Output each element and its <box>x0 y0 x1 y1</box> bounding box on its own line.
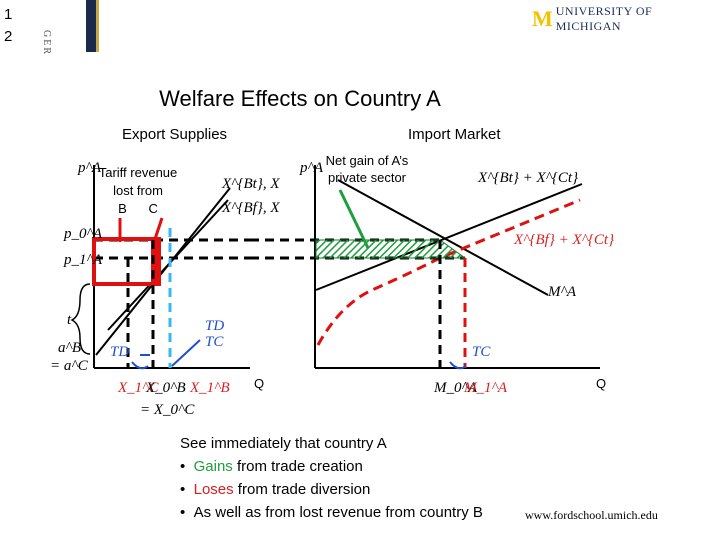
import-curve-xbt-xct <box>315 183 583 291</box>
td-right-label: TD <box>205 318 225 334</box>
tariff-brace <box>70 283 91 355</box>
price-label-p1: p_1^A <box>64 252 102 268</box>
tc-label: TC <box>472 344 491 360</box>
curve-label-ma: M^A <box>548 284 576 300</box>
x-tick-x1b: X_1^B <box>190 380 230 396</box>
import-demand-ma <box>337 179 549 296</box>
summary-intro: See immediately that country A <box>180 435 387 452</box>
curve-label-xbt: X^{Bt}, X <box>222 176 280 192</box>
net-gain-callout: Net gain of A’s private sector <box>312 152 422 186</box>
side-bar-accent <box>96 0 99 52</box>
ab-label: a^B <box>58 340 81 356</box>
td-smile <box>131 361 149 370</box>
x-tick-m0: M_0^A <box>434 380 477 396</box>
curve-label-xbt-xct: X^{Bt} + X^{Ct} <box>478 170 579 186</box>
bullet-revenue: • As well as from lost revenue from coun… <box>180 501 483 524</box>
net-gain-callout-line2: private sector <box>327 170 407 185</box>
revenue-box-b <box>92 237 159 286</box>
callout-pointer-c <box>152 217 164 243</box>
import-panel-graph <box>250 165 600 370</box>
curve-label-xbf-xct: X^{Bf} + X^{Ct} <box>514 232 615 248</box>
bullet-dot: • <box>180 458 186 475</box>
curve-label-xbf: X^{Bf}, X <box>222 200 280 216</box>
net-gain-callout-line1: Net gain of A’s <box>325 153 409 168</box>
export-y-axis-label: p^A <box>78 160 101 176</box>
import-y-axis-label: p^A <box>300 160 323 176</box>
bullet-gains-em: Gains <box>193 458 233 475</box>
logo-mark: M <box>532 6 553 31</box>
slide-title: Welfare Effects on Country A <box>159 86 441 111</box>
x-tick-x1c: X_1^C <box>118 380 159 396</box>
slide-number: 1 2 <box>4 6 13 45</box>
export-panel-label: Export Supplies <box>122 126 228 143</box>
price-label-p0: p_0^A <box>64 226 102 242</box>
export-curve-xbf <box>107 199 229 331</box>
td-right-arrow <box>171 339 201 367</box>
ac-label: = a^C <box>50 358 88 374</box>
net-gain-pointer <box>338 189 370 249</box>
bullet-losses-em: Loses <box>193 481 234 498</box>
side-bar <box>86 0 96 52</box>
tariff-callout-line1: Tariff revenue <box>98 165 178 180</box>
export-x-axis-label: Q <box>254 376 265 391</box>
tariff-t-label: t <box>67 312 72 328</box>
import-curve-xbf-xct <box>316 198 581 346</box>
bullet-revenue-text: As well as from lost revenue from countr… <box>193 504 483 521</box>
tariff-callout-line3: B C <box>118 201 158 216</box>
td-left-label: TD <box>110 344 130 360</box>
export-panel-graph <box>70 165 250 370</box>
tc-right-label: TC <box>205 334 224 350</box>
footer-url[interactable]: www.fordschool.umich.edu <box>525 508 658 522</box>
bullet-gains-rest: from trade creation <box>232 458 363 475</box>
bullet-gains: • Gains from trade creation <box>180 455 483 478</box>
bullet-losses-rest: from trade diversion <box>233 481 371 498</box>
university-logo: M UNIVERSITY OF MICHIGAN <box>532 4 720 33</box>
summary-text: See immediately that country A • Gains f… <box>180 432 483 524</box>
tariff-callout-line2: lost from <box>113 183 163 198</box>
tariff-callout: Tariff revenue lost from B C <box>88 164 188 218</box>
net-gain-area <box>315 239 467 259</box>
x-tick-x0b: X_0^B <box>146 380 186 396</box>
bullet-losses: • Loses from trade diversion <box>180 478 483 501</box>
bullet-dot: • <box>180 481 186 498</box>
logo-text: UNIVERSITY OF MICHIGAN <box>555 4 653 33</box>
import-x-axis-label: Q <box>596 376 607 391</box>
bullet-dot: • <box>180 504 186 521</box>
x-tick-sub: = X_0^C <box>140 402 195 418</box>
x-tick-m1: M_1^A <box>464 380 507 396</box>
import-panel-label: Import Market <box>408 126 501 143</box>
tc-smile <box>449 361 467 370</box>
